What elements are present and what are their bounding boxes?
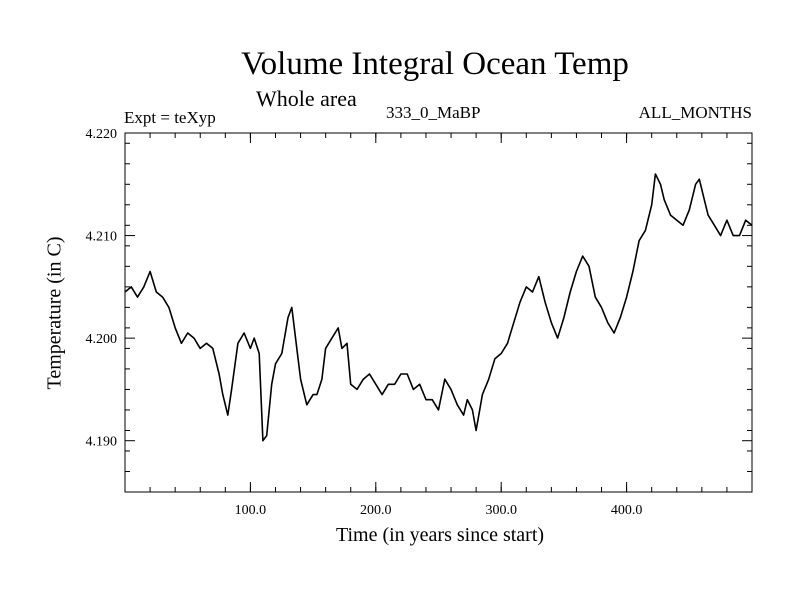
- experiment-label: Expt = teXyp: [124, 108, 216, 127]
- y-tick-label: 4.210: [86, 230, 118, 245]
- x-axis-label: Time (in years since start): [335, 524, 545, 546]
- run-id-label: 333_0_MaBP: [386, 103, 481, 122]
- x-tick-label: 200.0: [360, 503, 392, 518]
- x-tick-label: 100.0: [235, 503, 267, 518]
- months-label: ALL_MONTHS: [638, 103, 752, 122]
- y-tick-label: 4.190: [86, 435, 118, 450]
- y-tick-label: 4.220: [86, 127, 118, 142]
- y-tick-label: 4.200: [86, 332, 118, 347]
- x-tick-label: 400.0: [611, 503, 643, 518]
- series-line: [124, 173, 753, 442]
- chart-title: Volume Integral Ocean Temp: [241, 46, 629, 82]
- plot-frame: [124, 132, 753, 493]
- chart-subtitle: Whole area: [256, 86, 357, 111]
- x-tick-label: 300.0: [485, 503, 517, 518]
